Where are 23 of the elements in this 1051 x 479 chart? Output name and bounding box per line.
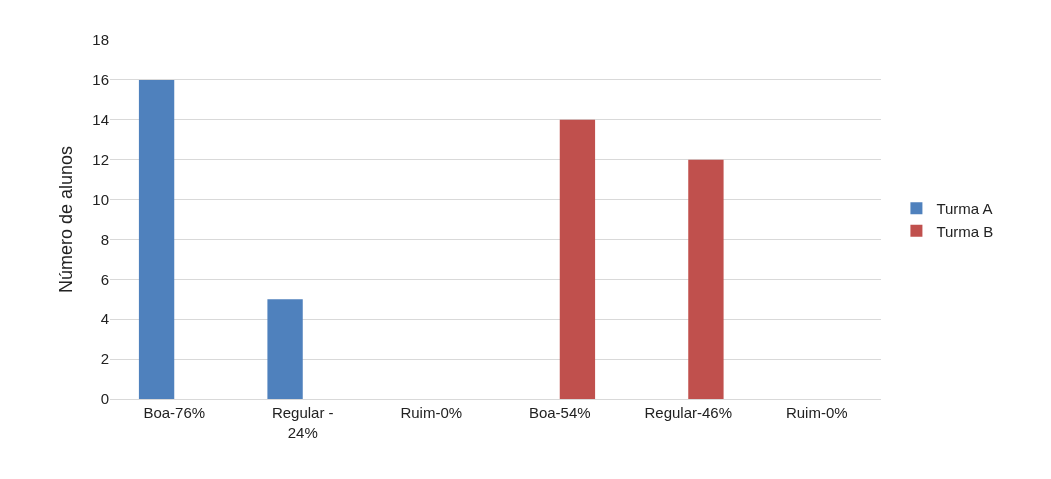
bar [138,79,175,399]
y-tick-label: 2 [100,350,109,368]
x-tick-label: Boa-76% [143,404,206,421]
y-tick-label: 4 [100,310,109,328]
x-tick-label: Regular-46% [644,404,733,421]
x-tick-label: Regular - 24% [271,404,334,441]
y-tick-label: 8 [100,230,109,248]
y-tick-label: 0 [100,390,109,408]
bar [688,159,724,399]
bar [267,299,303,399]
legend-label: Turma A [936,200,993,218]
legend-label: Turma B [936,222,994,240]
y-tick-label: 10 [92,190,109,208]
y-tick-label: 6 [100,270,109,288]
x-tick-label: Ruim-0% [400,404,463,421]
x-tick-label: Ruim-0% [785,404,848,421]
bar [559,119,596,399]
y-axis-title: Número de alunos [55,145,76,294]
x-tick-label: Boa-54% [528,404,591,421]
y-tick-label: 14 [92,111,109,129]
y-tick-label: 12 [92,150,109,168]
y-tick-label: 18 [92,31,109,49]
y-tick-label: 16 [92,71,109,89]
